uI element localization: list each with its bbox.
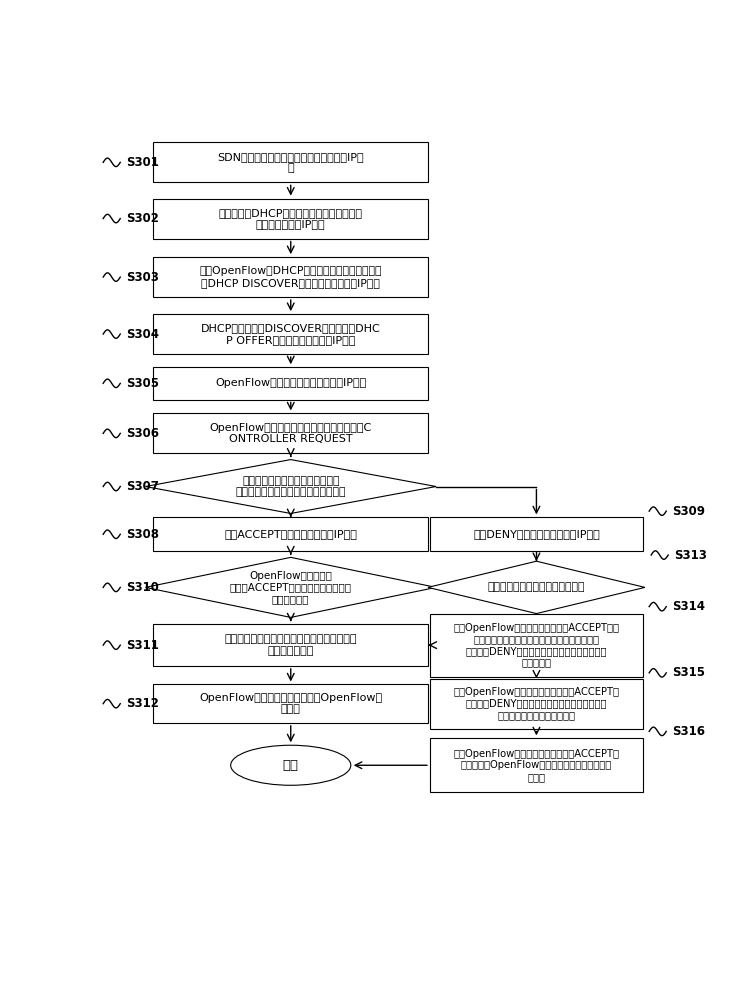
Text: S316: S316	[673, 725, 706, 738]
Polygon shape	[428, 561, 645, 614]
Text: S302: S302	[127, 212, 159, 225]
Polygon shape	[145, 557, 436, 617]
FancyBboxPatch shape	[430, 517, 643, 551]
FancyBboxPatch shape	[153, 142, 428, 182]
FancyBboxPatch shape	[430, 679, 643, 729]
Text: 搭建并修改DHCP服务器，使其在任何情况下
只会分配组播组IP地址: 搭建并修改DHCP服务器，使其在任何情况下 只会分配组播组IP地址	[219, 208, 363, 229]
Ellipse shape	[231, 745, 351, 785]
Text: 如果OpenFlow交换机没有接收到任何ACCEPT响
应，则从DENY响应中选择负载最轻的两个或一个
作为主备控制器或者主控制器: 如果OpenFlow交换机没有接收到任何ACCEPT响 应，则从DENY响应中选…	[454, 687, 619, 720]
FancyBboxPatch shape	[430, 738, 643, 792]
Text: 结束: 结束	[283, 759, 299, 772]
Text: S315: S315	[673, 666, 706, 679]
Text: 返回ACCEPT响应，并携带自身IP地址: 返回ACCEPT响应，并携带自身IP地址	[224, 529, 357, 539]
FancyBboxPatch shape	[153, 413, 428, 453]
Polygon shape	[145, 460, 436, 513]
Text: OpenFlow交换机判断
接收的ACCEPT响应数量达到预先设定
的控制器数量: OpenFlow交换机判断 接收的ACCEPT响应数量达到预先设定 的控制器数量	[229, 571, 352, 604]
FancyBboxPatch shape	[153, 314, 428, 354]
Text: OpenFlow交换机记录控制器组播组IP地址: OpenFlow交换机记录控制器组播组IP地址	[215, 378, 367, 388]
Text: 如果OpenFlow交换机没有接收到任何ACCEPT响
应，请检查OpenFlow交换机与控制器间的网络是
否可达: 如果OpenFlow交换机没有接收到任何ACCEPT响 应，请检查OpenFlo…	[454, 749, 619, 782]
Text: S311: S311	[127, 639, 159, 652]
Text: SDN控制器集群的所有控制器都加入一个IP地
址: SDN控制器集群的所有控制器都加入一个IP地 址	[218, 152, 364, 173]
Text: S308: S308	[127, 528, 159, 541]
FancyBboxPatch shape	[430, 614, 643, 677]
Text: DHCP服务器响应DISCOVER报文，返回DHC
P OFFER广播包，携带组播组IP地址: DHCP服务器响应DISCOVER报文，返回DHC P OFFER广播包，携带组…	[201, 323, 381, 345]
Text: 判断负载值与预先设定阈值的关系
根据自身的负载值决定是否接受该请求: 判断负载值与预先设定阈值的关系 根据自身的负载值决定是否接受该请求	[235, 476, 346, 497]
Text: OpenFlow交换机与主控制器建立OpenFlow通
道连接: OpenFlow交换机与主控制器建立OpenFlow通 道连接	[199, 693, 382, 714]
Text: S313: S313	[674, 549, 707, 562]
Text: S314: S314	[673, 600, 706, 613]
Text: 修改OpenFlow的DHCP客户端，交换机上电后，发
送DHCP DISCOVER广播包，请求组播组IP地址: 修改OpenFlow的DHCP客户端，交换机上电后，发 送DHCP DISCOV…	[200, 266, 382, 288]
Text: 等待时间超过预先设定的时间阈值: 等待时间超过预先设定的时间阈值	[488, 582, 585, 592]
Text: 如果OpenFlow交换机接收到了一个ACCEPT响应
，则将该响应对应的控制器设置为主控制器，并
从余下的DENY响应中选取负载最轻的控制器作为
备用控制器: 如果OpenFlow交换机接收到了一个ACCEPT响应 ，则将该响应对应的控制器…	[454, 623, 619, 668]
FancyBboxPatch shape	[153, 624, 428, 666]
FancyBboxPatch shape	[153, 367, 428, 400]
Text: S309: S309	[673, 505, 706, 518]
Text: OpenFlow交换机向组播组发送控制器请求，C
ONTROLLER REQUEST: OpenFlow交换机向组播组发送控制器请求，C ONTROLLER REQUE…	[209, 423, 372, 444]
Text: S310: S310	[127, 581, 159, 594]
FancyBboxPatch shape	[153, 257, 428, 297]
Text: S304: S304	[127, 328, 159, 341]
Text: 根据控制器的响应顺序、负载情况选择主控制
器和备用控制器: 根据控制器的响应顺序、负载情况选择主控制 器和备用控制器	[224, 634, 357, 656]
Text: S301: S301	[127, 156, 159, 169]
FancyBboxPatch shape	[153, 199, 428, 239]
Text: S307: S307	[127, 480, 159, 493]
FancyBboxPatch shape	[153, 684, 428, 723]
Text: 返回DENY响应及负载值、自身IP地址: 返回DENY响应及负载值、自身IP地址	[473, 529, 600, 539]
Text: S305: S305	[127, 377, 159, 390]
Text: S306: S306	[127, 427, 159, 440]
FancyBboxPatch shape	[153, 517, 428, 551]
Text: S312: S312	[127, 697, 159, 710]
Text: S303: S303	[127, 271, 159, 284]
